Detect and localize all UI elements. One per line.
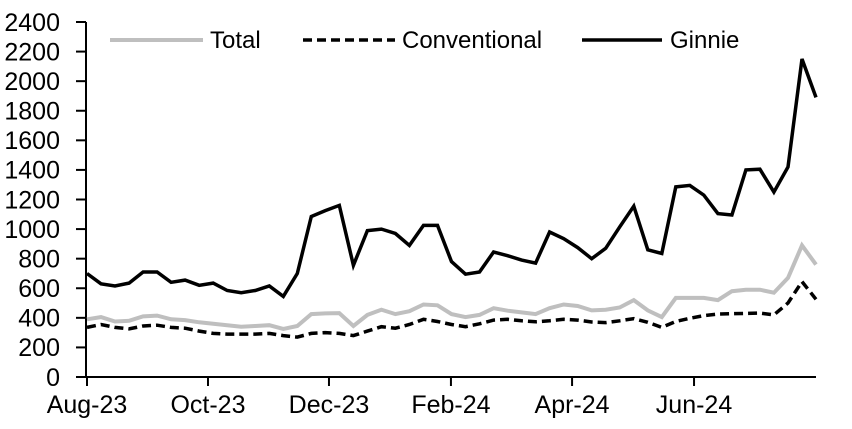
total-line bbox=[86, 241, 818, 331]
y-tick-label: 2400 bbox=[4, 9, 60, 37]
axes: 0200400600800100012001400160018002000220… bbox=[4, 9, 816, 419]
legend: Total Conventional Ginnie bbox=[110, 27, 739, 54]
legend-item-ginnie: Ginnie bbox=[582, 27, 739, 54]
y-tick-label: 400 bbox=[18, 305, 60, 333]
y-tick-label: 2000 bbox=[4, 68, 60, 96]
y-tick-label: 0 bbox=[46, 364, 60, 392]
legend-label-conventional: Conventional bbox=[402, 27, 542, 54]
ginnie-line bbox=[85, 58, 818, 299]
y-tick-label: 2200 bbox=[4, 38, 60, 66]
legend-item-conventional: Conventional bbox=[303, 27, 542, 54]
y-tick-label: 200 bbox=[18, 334, 60, 362]
y-tick-label: 1800 bbox=[4, 98, 60, 126]
x-tick-label: Apr-24 bbox=[535, 391, 610, 419]
y-tick-label: 800 bbox=[18, 245, 60, 273]
y-tick-label: 1200 bbox=[4, 186, 60, 214]
legend-label-total: Total bbox=[210, 27, 261, 54]
x-tick-label: Aug-23 bbox=[47, 391, 128, 419]
x-tick-label: Feb-24 bbox=[411, 391, 490, 419]
legend-label-ginnie: Ginnie bbox=[670, 27, 739, 54]
x-tick-label: Oct-23 bbox=[170, 391, 245, 419]
y-tick-label: 1600 bbox=[4, 127, 60, 155]
conventional-line bbox=[86, 278, 818, 339]
x-tick-label: Dec-23 bbox=[289, 391, 370, 419]
y-tick-label: 1400 bbox=[4, 157, 60, 185]
x-tick-label: Jun-24 bbox=[656, 391, 733, 419]
y-tick-label: 600 bbox=[18, 275, 60, 303]
y-tick-label: 1000 bbox=[4, 216, 60, 244]
legend-item-total: Total bbox=[110, 27, 261, 54]
